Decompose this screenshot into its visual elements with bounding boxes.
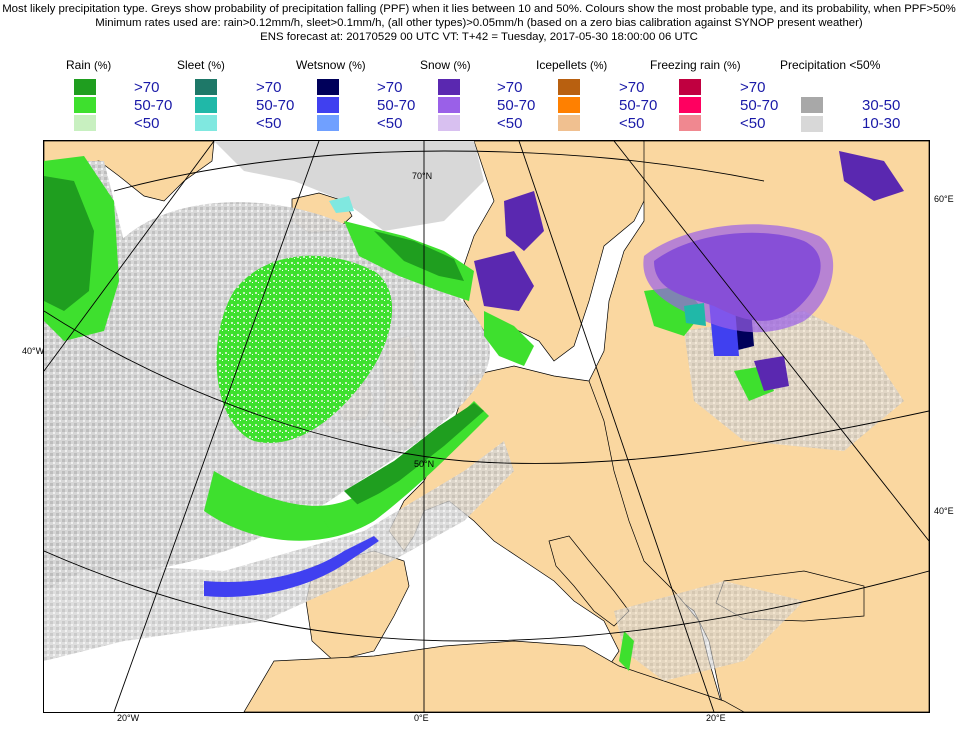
swatch-icepellets-low [558,115,580,131]
swatch-wetsnow-high [317,79,339,95]
level-label: <50 [619,115,645,132]
level-label: <50 [740,115,766,132]
parallel-70n [113,150,765,192]
label-60e: 60°E [934,194,954,204]
precipitation-map: 70°N 50°N [43,140,930,713]
meridian-40e [613,141,929,542]
label-20e: 20°E [706,713,726,723]
level-label: 30-50 [862,97,901,114]
level-label: >70 [377,79,403,96]
label-0e: 0°E [414,713,429,723]
label-40w: 40°W [22,346,45,356]
swatch-snow-mid [438,97,460,113]
legend-title-freezing-rain: Freezing rain (%) [650,58,741,72]
snow-north [504,191,544,251]
level-label: >70 [619,79,645,96]
level-label: >70 [256,79,282,96]
legend-title-wetsnow: Wetsnow (%) [296,58,366,72]
swatch-wetsnow-mid [317,97,339,113]
swatch-freezing-rain-low [679,115,701,131]
snow-norway [474,251,534,311]
swatch-sleet-low [195,115,217,131]
legend-title-ppf: Precipitation <50% [780,58,881,72]
header-line-3: ENS forecast at: 20170529 00 UTC VT: T+4… [260,31,698,43]
level-label: >70 [134,79,160,96]
swatch-icepellets-high [558,79,580,95]
swatch-wetsnow-low [317,115,339,131]
land-masses [44,141,929,712]
swatch-rain-mid [74,97,96,113]
legend-title-icepellets: Icepellets (%) [536,58,608,72]
swatch-freezing-rain-high [679,79,701,95]
swatch-rain-low [74,115,96,131]
swatch-freezing-rain-mid [679,97,701,113]
level-label: 50-70 [377,97,416,114]
swatch-snow-low [438,115,460,131]
level-label: 10-30 [862,115,901,132]
rain-comma [216,255,393,443]
level-label: 50-70 [497,97,536,114]
land-north-africa [243,640,745,712]
level-label: 50-70 [619,97,658,114]
legend-title-snow: Snow (%) [420,58,471,72]
graticule [44,141,929,712]
swatch-icepellets-mid [558,97,580,113]
label-40e: 40°E [934,506,954,516]
level-label: >70 [740,79,766,96]
swatch-ppf-30-50 [801,97,823,113]
rain-frontal-band [204,401,489,541]
rain-biscay [324,481,404,536]
label-20w: 20°W [117,713,140,723]
swatch-ppf-10-30 [801,116,823,132]
snow-ural [754,356,789,391]
level-label: <50 [256,115,282,132]
rain-scandinavia [484,311,534,366]
sleet-areas [329,196,706,326]
swatch-snow-high [438,79,460,95]
wetsnow-band [204,536,379,597]
rain-greenland-core [44,176,94,311]
level-label: 50-70 [740,97,779,114]
ppf-south-band [44,441,514,661]
label-50n: 50°N [414,459,435,469]
ppf-north [214,141,484,231]
sleet-baltic [684,303,706,326]
header-line-1: Most likely precipitation type. Greys sh… [2,3,956,15]
level-label: >70 [497,79,523,96]
meridian-20e [518,141,715,712]
rain-north-band-core [374,231,464,281]
level-label: <50 [497,115,523,132]
level-label: 50-70 [256,97,295,114]
chart-header: Most likely precipitation type. Greys sh… [0,2,958,44]
parallel-40n [44,550,929,642]
level-label: 50-70 [134,97,173,114]
level-label: <50 [134,115,160,132]
header-line-2: Minimum rates used are: rain>0.12mm/h, s… [95,17,863,29]
parallel-50n [44,310,929,464]
swatch-sleet-mid [195,97,217,113]
snow-east [839,151,904,201]
legend-title-sleet: Sleet (%) [177,58,225,72]
meridian-40w [44,141,215,372]
ppf-med [614,581,804,681]
swatch-rain-high [74,79,96,95]
level-label: <50 [377,115,403,132]
rain-italy [619,631,634,671]
swatch-sleet-high [195,79,217,95]
sleet-north [329,196,354,213]
label-70n: 70°N [412,171,433,181]
legend-title-rain: Rain (%) [66,58,112,72]
meridian-20w [113,141,320,712]
